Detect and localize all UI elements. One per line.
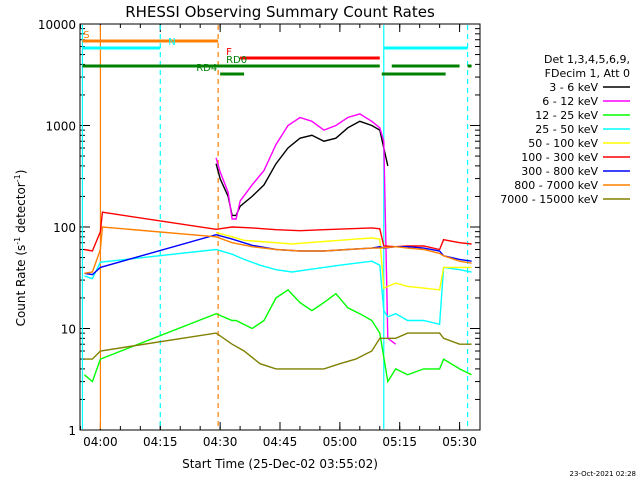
y-axis-label-main: Count Rate (s: [14, 245, 28, 327]
chart-title: RHESSI Observing Summary Count Rates: [125, 3, 435, 21]
y-axis-label-sup2: -1: [13, 174, 22, 182]
legend-header-line: Det 1,3,4,5,6,9,: [544, 53, 630, 66]
state-bar-label: F: [226, 47, 232, 58]
legend-label: 7000 - 15000 keV: [500, 193, 598, 206]
legend-header-line: FDecim 1, Att 0: [545, 67, 630, 80]
y-axis-label-end: ): [14, 170, 28, 175]
y-axis-label-sup1: -1: [13, 237, 22, 245]
x-tick-label: 05:30: [442, 435, 477, 449]
y-axis-label-mid: detector: [14, 182, 28, 237]
series-line: [83, 288, 472, 384]
x-tick-label: 04:45: [263, 435, 298, 449]
series-line: [84, 332, 472, 370]
y-axis-label: Count Rate (s-1 detector-1): [13, 170, 28, 327]
legend-label: 50 - 100 keV: [528, 137, 598, 150]
series-line: [84, 248, 472, 326]
state-bar-label: N: [168, 37, 175, 48]
x-axis-label: Start Time (25-Dec-02 03:55:02): [182, 457, 378, 471]
series-line: [215, 231, 472, 291]
y-tick-label: 10000: [38, 18, 76, 32]
legend-label: 100 - 300 keV: [521, 151, 598, 164]
legend-label: 3 - 6 keV: [549, 81, 598, 94]
plot-area: 1 10 100 1000 10000 04:00 04:15 04:30 04:45 05:00…: [38, 18, 481, 449]
series-line: [84, 211, 472, 252]
legend-label: 25 - 50 keV: [535, 123, 598, 136]
x-tick-label: 05:15: [382, 435, 417, 449]
series-line: [215, 120, 389, 217]
legend: Det 1,3,4,5,6,9,FDecim 1, Att 03 - 6 keV…: [500, 53, 630, 206]
x-tick-label: 04:00: [83, 435, 118, 449]
y-tick-label: 1000: [45, 120, 76, 134]
x-tick-label: 05:00: [323, 435, 358, 449]
legend-label: 300 - 800 keV: [521, 165, 598, 178]
y-tick-label: 10: [61, 323, 76, 337]
y-tick-label: 100: [53, 221, 76, 235]
svg-text:Count Rate (s-1 detector-1): Count Rate (s-1 detector-1): [13, 170, 28, 327]
state-bar-label: RD0: [226, 55, 247, 66]
series-line: [84, 226, 472, 274]
state-bar-label: RD4: [196, 63, 217, 74]
legend-label: 6 - 12 keV: [542, 95, 598, 108]
legend-label: 800 - 7000 keV: [514, 179, 598, 192]
x-tick-label: 04:15: [143, 435, 178, 449]
legend-label: 12 - 25 keV: [535, 109, 598, 122]
state-bar-label: S: [83, 30, 89, 41]
series-line: [215, 113, 397, 345]
x-tick-label: 04:30: [203, 435, 238, 449]
series-line: [84, 233, 472, 276]
render-timestamp: 23-Oct-2021 02:28: [570, 470, 636, 478]
y-tick-label: 1: [68, 424, 76, 438]
